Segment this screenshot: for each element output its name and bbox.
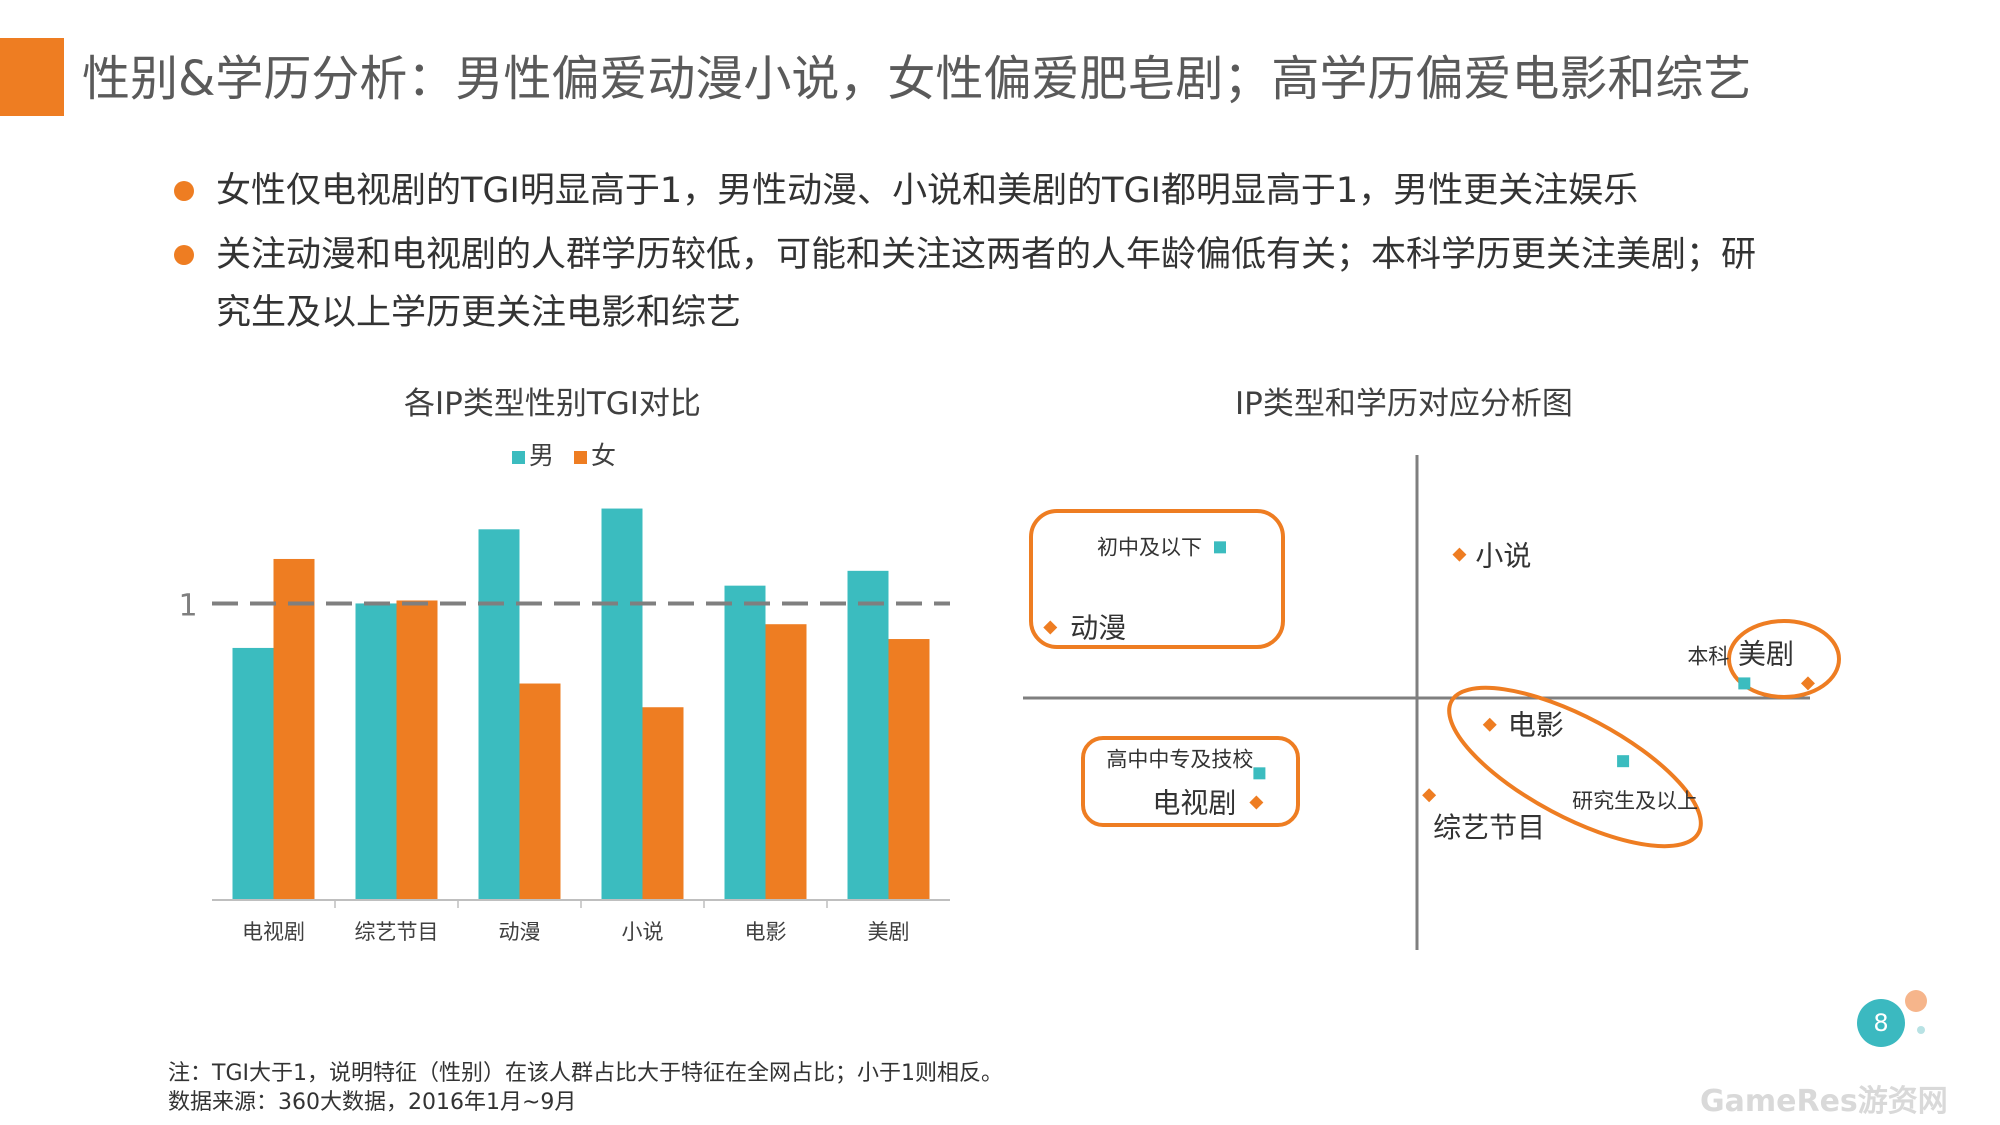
- scatter-point-diamond: [1422, 788, 1437, 803]
- scatter-point-diamond: [1482, 717, 1497, 732]
- bar: [847, 570, 889, 900]
- scatter-point-label: 美剧: [1738, 637, 1794, 670]
- scatter-point-label: 小说: [1475, 540, 1531, 573]
- reference-label: 1: [178, 588, 197, 623]
- legend-swatch: [512, 451, 525, 464]
- bullet-item: 女性仅电视剧的TGI明显高于1，男性动漫、小说和美剧的TGI都明显高于1，男性更…: [170, 162, 1790, 220]
- x-tick-label: 电视剧: [242, 920, 305, 944]
- scatter-point-square: [1214, 541, 1226, 554]
- scatter-point-label: 电视剧: [1152, 786, 1236, 819]
- scatter-point-label: 综艺节目: [1433, 811, 1545, 844]
- x-tick-label: 美剧: [868, 920, 910, 944]
- scatter-point-square: [1617, 755, 1630, 768]
- x-tick-label: 小说: [622, 920, 664, 944]
- bar: [601, 508, 643, 900]
- bullet-item: 关注动漫和电视剧的人群学历较低，可能和关注这两者的人年龄偏低有关；本科学历更关注…: [170, 226, 1790, 342]
- bullet-dot-icon: [174, 245, 194, 265]
- bar: [232, 647, 274, 900]
- highlight-group-bachelor: [1727, 619, 1841, 699]
- bar: [888, 639, 930, 900]
- bar: [478, 529, 520, 900]
- bar: [519, 683, 561, 900]
- scatter-point-label: 本科: [1687, 644, 1729, 668]
- scatter-point-label: 动漫: [1070, 612, 1126, 645]
- decor-circle-small: [1917, 1026, 1925, 1034]
- bullet-text: 关注动漫和电视剧的人群学历较低，可能和关注这两者的人年龄偏低有关；本科学历更关注…: [216, 235, 1757, 333]
- footnote-source: 数据来源：360大数据，2016年1月~9月: [168, 1090, 577, 1115]
- scatter-point-label: 研究生及以上: [1572, 789, 1698, 813]
- bar: [273, 558, 315, 900]
- x-tick-label: 综艺节目: [355, 920, 439, 944]
- legend-label: 女: [591, 441, 616, 470]
- scatter-point-diamond: [1043, 620, 1058, 635]
- x-tick-label: 电影: [745, 920, 787, 944]
- page-number-badge: 8: [1857, 999, 1905, 1047]
- bar: [396, 600, 438, 900]
- bullet-dot-icon: [174, 181, 194, 201]
- footnote-note: 注：TGI大于1，说明特征（性别）在该人群占比大于特征在全网占比；小于1则相反。: [168, 1061, 1003, 1086]
- scatter-point-label: 高中中专及技校: [1106, 747, 1253, 771]
- scatter-point-label: 初中及以下: [1097, 535, 1202, 559]
- scatter-point-diamond: [1452, 547, 1467, 562]
- bar: [765, 624, 807, 900]
- highlight-group-graduate: [1447, 685, 1703, 849]
- x-tick-label: 动漫: [499, 920, 541, 944]
- bar: [724, 585, 766, 900]
- scatter-point-diamond: [1800, 676, 1815, 691]
- legend-label: 男: [529, 441, 554, 470]
- scatter-point-square: [1738, 677, 1751, 690]
- scatter-point-square: [1253, 767, 1266, 780]
- legend-swatch: [574, 451, 587, 464]
- bar-chart-title: 各IP类型性别TGI对比: [404, 386, 701, 422]
- bar: [642, 707, 684, 900]
- bullet-text: 女性仅电视剧的TGI明显高于1，男性动漫、小说和美剧的TGI都明显高于1，男性更…: [216, 171, 1639, 211]
- scatter-chart-title: IP类型和学历对应分析图: [1235, 386, 1573, 422]
- highlight-group-high-school: [1081, 736, 1300, 827]
- watermark: GameRes游资网: [1700, 1084, 1948, 1119]
- scatter-point-label: 电影: [1508, 709, 1564, 742]
- bar: [355, 603, 397, 900]
- decor-circle: [1905, 990, 1927, 1012]
- highlight-group-low-education: [1029, 509, 1285, 649]
- title-accent-bar: [0, 38, 64, 116]
- bullet-list: 女性仅电视剧的TGI明显高于1，男性动漫、小说和美剧的TGI都明显高于1，男性更…: [170, 162, 1790, 348]
- scatter-point-diamond: [1249, 795, 1264, 810]
- page-title: 性别&学历分析：男性偏爱动漫小说，女性偏爱肥皂剧；高学历偏爱电影和综艺: [82, 51, 1752, 107]
